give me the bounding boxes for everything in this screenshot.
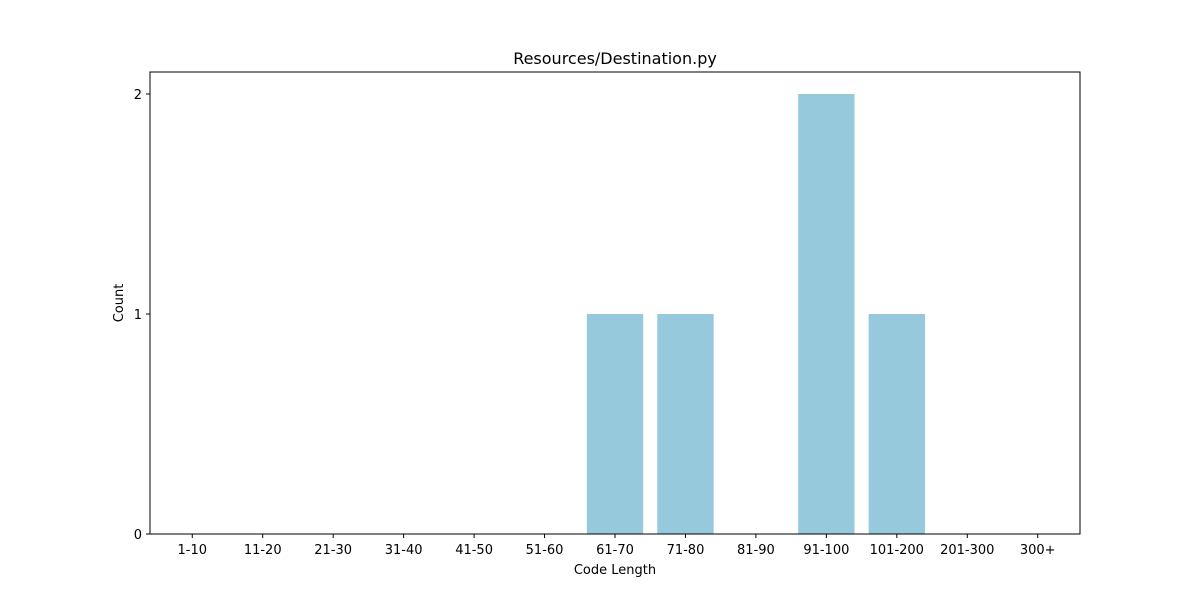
- bar-101-200: [868, 314, 925, 534]
- x-tick-label: 91-100: [803, 543, 849, 558]
- x-tick-label: 11-20: [244, 543, 282, 558]
- x-tick-label: 81-90: [737, 543, 775, 558]
- x-tick-label: 31-40: [385, 543, 423, 558]
- y-tick-label: 1: [134, 308, 142, 323]
- x-tick-label: 300+: [1020, 543, 1056, 558]
- bar-91-100: [798, 94, 855, 534]
- x-tick-label: 201-300: [940, 543, 994, 558]
- y-tick-label: 0: [134, 528, 142, 543]
- y-axis-ticks: 0 1 2: [134, 88, 150, 543]
- x-tick-label: 21-30: [314, 543, 352, 558]
- y-tick-label: 2: [134, 88, 142, 103]
- x-tick-label: 41-50: [455, 543, 493, 558]
- x-tick-label: 101-200: [870, 543, 924, 558]
- bar-71-80: [657, 314, 714, 534]
- x-axis-ticks: 1-10 11-20 21-30 31-40 41-50 51-60 61-70 71-80 8…: [178, 534, 1056, 558]
- x-tick-label: 71-80: [667, 543, 705, 558]
- bars-layer: [586, 94, 925, 534]
- bar-61-70: [586, 314, 644, 534]
- y-axis-label: Count: [112, 284, 127, 323]
- x-tick-label: 61-70: [596, 543, 634, 558]
- x-axis-label: Code Length: [574, 563, 656, 578]
- chart-title: Resources/Destination.py: [513, 49, 717, 68]
- x-tick-label: 51-60: [526, 543, 564, 558]
- x-tick-label: 1-10: [178, 543, 208, 558]
